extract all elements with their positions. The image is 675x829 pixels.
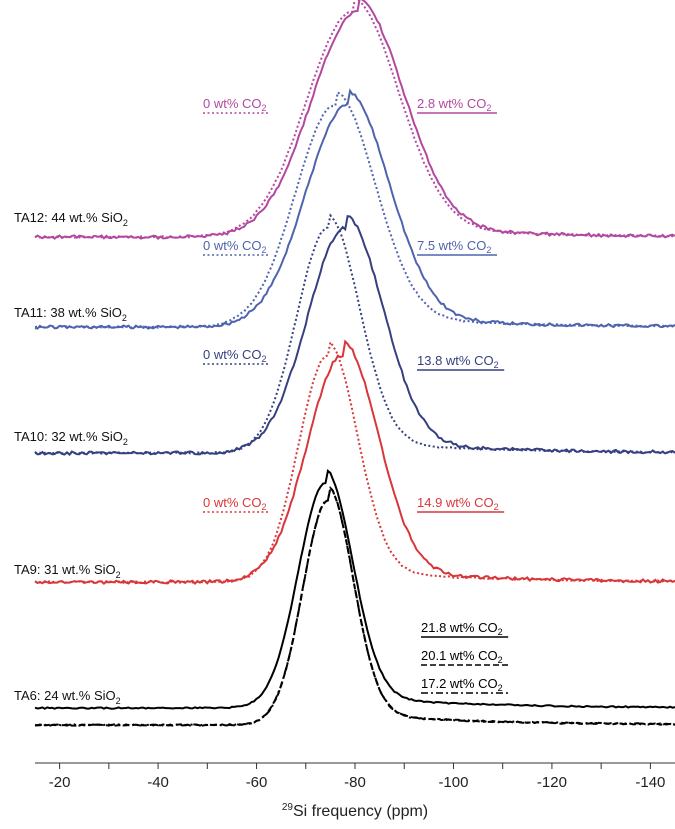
sample-name: TA10: 32 wt.% SiO <box>14 429 123 444</box>
series-label-sub: 2 <box>498 655 503 665</box>
series-label-sub: 2 <box>486 245 491 255</box>
trace-2-0 <box>34 213 675 455</box>
series-label-sub: 2 <box>262 103 267 113</box>
trace-1-0 <box>34 90 675 329</box>
series-label-left-1: 0 wt% CO2 <box>203 238 267 255</box>
trace-4-0 <box>34 469 675 710</box>
sample-name-sub: 2 <box>116 696 121 706</box>
sample-name: TA6: 24 wt.% SiO <box>14 688 116 703</box>
sample-name-sub: 2 <box>123 437 128 447</box>
sample-name: TA11: 38 wt.% SiO <box>14 305 122 320</box>
series-label-text: 0 wt% CO <box>203 495 262 510</box>
series-label-right-0: 2.8 wt% CO2 <box>417 96 491 113</box>
x-tick-label: -40 <box>147 774 169 791</box>
series-label-sub: 2 <box>494 502 499 512</box>
series-label-ta6-1: 20.1 wt% CO2 <box>421 648 503 665</box>
sample-label-0: TA12: 44 wt.% SiO2 <box>14 210 128 228</box>
trace-0-1 <box>34 0 675 240</box>
series-label-text: 17.2 wt% CO <box>421 676 498 691</box>
sample-name-sub: 2 <box>122 313 127 323</box>
series-label-ta6-0: 21.8 wt% CO2 <box>421 620 503 637</box>
series-label-text: 20.1 wt% CO <box>421 648 498 663</box>
x-tick-label: -80 <box>344 774 366 791</box>
sample-name: TA9: 31 wt.% SiO <box>14 562 116 577</box>
x-tick-label: -140 <box>635 774 665 791</box>
series-label-text: 2.8 wt% CO <box>417 96 486 111</box>
series-label-sub: 2 <box>486 103 491 113</box>
x-tick-label: -20 <box>49 774 71 791</box>
sample-label-1: TA11: 38 wt.% SiO2 <box>14 305 127 323</box>
x-tick-label: -100 <box>438 774 468 791</box>
trace-3-1 <box>34 339 675 585</box>
series-label-right-1: 7.5 wt% CO2 <box>417 238 491 255</box>
series-label-ta6-2: 17.2 wt% CO2 <box>421 676 503 693</box>
sample-name: TA12: 44 wt.% SiO <box>14 210 123 225</box>
x-tick-label: -120 <box>537 774 567 791</box>
series-label-sub: 2 <box>262 245 267 255</box>
x-tick-label: -60 <box>246 774 268 791</box>
trace-1-1 <box>34 88 675 330</box>
sample-label-4: TA6: 24 wt.% SiO2 <box>14 688 121 706</box>
series-label-text: 0 wt% CO <box>203 96 262 111</box>
sample-label-3: TA9: 31 wt.% SiO2 <box>14 562 121 580</box>
series-label-sub: 2 <box>262 354 267 364</box>
sample-name-sub: 2 <box>116 570 121 580</box>
series-label-right-2: 13.8 wt% CO2 <box>417 353 499 370</box>
series-label-text: 0 wt% CO <box>203 347 262 362</box>
series-label-sub: 2 <box>262 502 267 512</box>
x-axis-title-main: Si frequency (ppm) <box>293 803 428 820</box>
sample-label-2: TA10: 32 wt.% SiO2 <box>14 429 128 447</box>
trace-4-2 <box>34 485 675 727</box>
series-label-text: 14.9 wt% CO <box>417 495 494 510</box>
x-axis-title: 29Si frequency (ppm) <box>282 802 428 820</box>
series-label-text: 21.8 wt% CO <box>421 620 498 635</box>
series-label-left-0: 0 wt% CO2 <box>203 96 267 113</box>
series-label-sub: 2 <box>498 683 503 693</box>
sample-name-sub: 2 <box>123 218 128 228</box>
series-label-text: 7.5 wt% CO <box>417 238 486 253</box>
trace-2-1 <box>34 214 675 457</box>
trace-3-0 <box>34 339 675 584</box>
series-label-text: 13.8 wt% CO <box>417 353 494 368</box>
series-label-left-3: 0 wt% CO2 <box>203 495 267 512</box>
series-label-right-3: 14.9 wt% CO2 <box>417 495 499 512</box>
series-label-sub: 2 <box>498 627 503 637</box>
series-label-sub: 2 <box>494 360 499 370</box>
x-axis: -20 -40 -60 -80 -100 -120 -140 <box>35 762 675 791</box>
series-label-left-2: 0 wt% CO2 <box>203 347 267 364</box>
x-axis-title-sup: 29 <box>282 802 294 813</box>
trace-4-1 <box>34 485 675 727</box>
spectra-traces <box>34 0 675 727</box>
series-label-text: 0 wt% CO <box>203 238 262 253</box>
x-axis-ticks: -20 -40 -60 -80 -100 -120 -140 <box>49 763 665 791</box>
